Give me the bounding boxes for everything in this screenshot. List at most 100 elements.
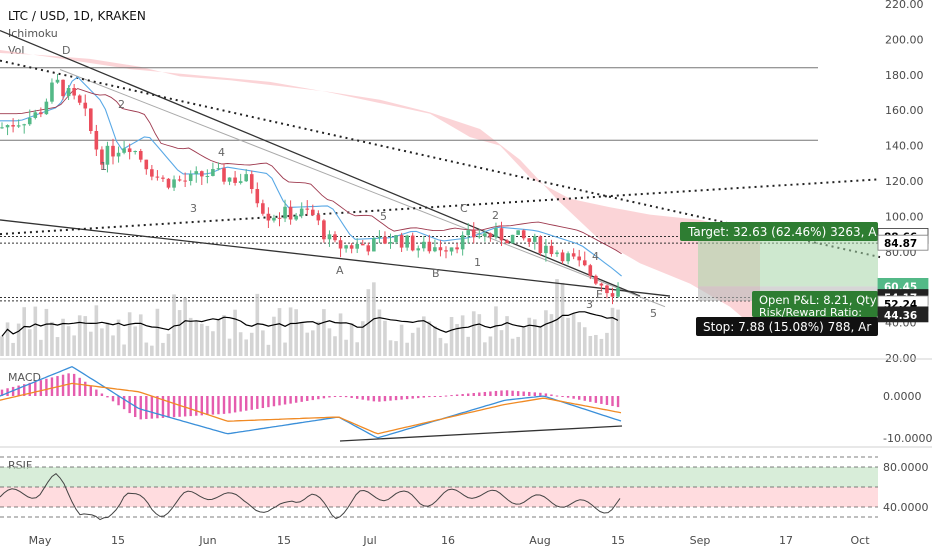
candle-body bbox=[277, 217, 282, 219]
price-tick-label: 220.00 bbox=[885, 0, 924, 11]
volume-bar bbox=[349, 323, 354, 356]
macd-histogram-bar bbox=[189, 396, 192, 417]
candle-body bbox=[100, 149, 104, 165]
volume-bar bbox=[277, 308, 282, 356]
candle-body bbox=[577, 256, 581, 261]
macd-histogram-bar bbox=[294, 396, 298, 403]
macd-histogram-bar bbox=[500, 390, 503, 396]
macd-histogram-bar bbox=[428, 396, 431, 398]
candle-body bbox=[94, 131, 99, 150]
macd-histogram-bar bbox=[367, 396, 370, 401]
long-position-tool[interactable]: Target: 32.63 (62.46%) 3263, A Open P&L: … bbox=[680, 222, 878, 336]
candle-body bbox=[66, 87, 71, 97]
macd-histogram-bar bbox=[239, 396, 242, 412]
candle-body bbox=[272, 217, 276, 221]
volume-bar bbox=[460, 315, 465, 356]
wave-label: 1 bbox=[100, 160, 107, 173]
candle-body bbox=[466, 230, 470, 236]
macd-histogram-bar bbox=[311, 396, 314, 401]
macd-histogram-bar bbox=[45, 378, 48, 396]
candle-body bbox=[238, 181, 243, 183]
macd-histogram-bar bbox=[411, 396, 414, 399]
volume-bar bbox=[238, 332, 243, 356]
chart-title: LTC / USD, 1D, KRAKEN bbox=[8, 9, 146, 23]
candle-body bbox=[39, 112, 43, 115]
candle-body bbox=[544, 245, 548, 254]
candle-body bbox=[582, 260, 587, 266]
macd-histogram-bar bbox=[389, 396, 392, 401]
risk-reward-label: Risk/Reward Ratio: bbox=[759, 306, 862, 319]
candle-body bbox=[338, 240, 343, 249]
price-badge-label: 84.87 bbox=[884, 238, 917, 250]
macd-histogram-bar bbox=[344, 396, 348, 398]
time-tick-label: 17 bbox=[779, 534, 793, 547]
volume-bar bbox=[122, 344, 126, 356]
candle-body bbox=[138, 150, 143, 160]
volume-bar bbox=[233, 309, 237, 356]
volume-bar bbox=[405, 342, 409, 356]
volume-bar bbox=[72, 335, 76, 356]
macd-histogram-bar bbox=[39, 380, 43, 396]
macd-histogram-bar bbox=[306, 396, 309, 401]
candle-body bbox=[594, 275, 598, 284]
candle-body bbox=[5, 125, 10, 128]
candle-body bbox=[360, 244, 365, 246]
candle-body bbox=[244, 174, 248, 182]
pnl-box bbox=[752, 291, 878, 317]
volume-bar bbox=[177, 310, 182, 356]
macd-histogram-bar bbox=[250, 396, 253, 410]
volume-bar bbox=[22, 307, 26, 356]
candle-body bbox=[444, 250, 448, 252]
candle-body bbox=[311, 209, 315, 215]
volume-bar bbox=[155, 308, 160, 356]
descending-support-line bbox=[0, 219, 671, 297]
macd-histogram-bar bbox=[300, 396, 303, 402]
macd-histogram-bar bbox=[489, 391, 492, 396]
volume-bar bbox=[616, 309, 620, 356]
wave-label: 1 bbox=[474, 256, 481, 269]
macd-histogram-bar bbox=[394, 396, 398, 401]
macd-divergence-line bbox=[339, 425, 623, 442]
macd-tick-label: -10.0000 bbox=[883, 432, 932, 445]
volume-bar bbox=[211, 331, 215, 356]
price-badge-label: 44.36 bbox=[884, 310, 917, 322]
macd-histogram-bar bbox=[350, 396, 353, 398]
time-tick-label: Jul bbox=[362, 534, 376, 547]
macd-histogram-bar bbox=[17, 385, 20, 396]
volume-bar bbox=[0, 336, 4, 356]
price-axis[interactable]: 220.00 200.00 180.00 160.00 140.00 120.00 100.… bbox=[877, 0, 929, 365]
volume-bar bbox=[483, 342, 487, 356]
price-tick-label: 100.00 bbox=[885, 210, 924, 223]
wave-label: D bbox=[62, 44, 70, 57]
candle-body bbox=[477, 236, 482, 238]
indicator-ichimoku: Ichimoku bbox=[8, 27, 58, 40]
candle-body bbox=[22, 124, 26, 126]
macd-tick-label: 0.0000 bbox=[883, 390, 922, 403]
candle-body bbox=[499, 228, 504, 241]
volume-bar bbox=[388, 340, 393, 356]
volume-bar bbox=[533, 319, 537, 356]
price-badge bbox=[877, 234, 929, 251]
candle-body bbox=[405, 235, 409, 248]
volume-bar bbox=[116, 319, 121, 356]
macd-histogram-bar bbox=[422, 396, 425, 398]
time-axis[interactable]: May 15 Jun 15 Jul 16 Aug 15 Sep 17 Oct bbox=[29, 534, 871, 547]
candle-body bbox=[11, 125, 15, 127]
volume-bar bbox=[505, 316, 509, 356]
macd-histogram-bar bbox=[450, 395, 453, 397]
candle-body bbox=[183, 180, 187, 182]
candle-body bbox=[249, 174, 254, 190]
candle-body bbox=[188, 174, 193, 182]
volume-bar bbox=[100, 328, 104, 356]
macd-histogram-bar bbox=[555, 395, 559, 397]
candle-body bbox=[111, 145, 115, 157]
volume-bar bbox=[244, 339, 248, 356]
wave-label: 4 bbox=[592, 250, 599, 263]
macd-histogram-bar bbox=[245, 396, 248, 411]
volume-bar bbox=[605, 332, 609, 356]
volume-bar bbox=[222, 315, 226, 356]
volume-bar bbox=[83, 316, 88, 356]
macd-histogram-bar bbox=[561, 396, 564, 397]
candle-body bbox=[599, 283, 604, 286]
